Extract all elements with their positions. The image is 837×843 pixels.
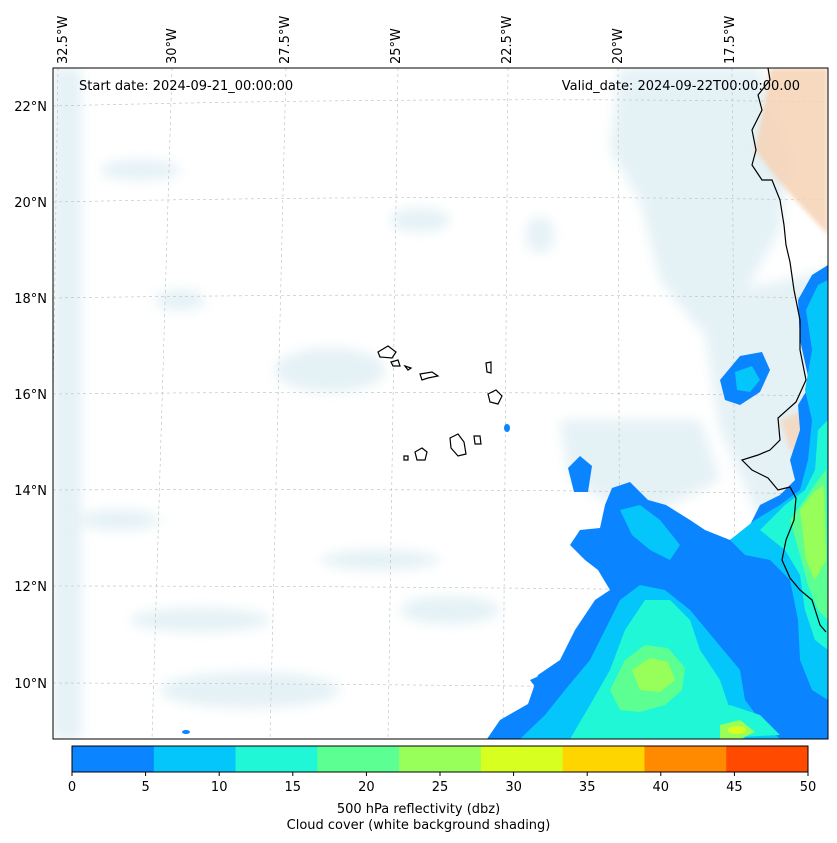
colorbar-segment: [317, 746, 400, 772]
reflectivity-band: [735, 366, 760, 392]
colorbar-segment: [644, 746, 727, 772]
lon-label: 17.5°W: [723, 16, 738, 64]
colorbar-segment: [399, 746, 482, 772]
colorbar-sublabel: Cloud cover (white background shading): [286, 818, 551, 833]
lat-label: 12°N: [14, 580, 47, 595]
lat-label: 14°N: [14, 484, 47, 499]
reflectivity-band: [632, 658, 675, 692]
reflectivity-band: [800, 485, 826, 580]
colorbar-tick-label: 10: [211, 780, 228, 795]
island-santiago: [449, 433, 467, 457]
island-santo-antao: [377, 345, 397, 359]
island-sao-vicente: [390, 359, 401, 367]
lon-label: 27.5°W: [278, 16, 293, 64]
colorbar-tick-label: 20: [358, 780, 375, 795]
colorbar-tick-label: 15: [285, 780, 302, 795]
colorbar: 0 5 10 15 20 25 30 35 40 45 50: [68, 745, 817, 795]
reflectivity-band: [182, 730, 190, 734]
start-date-label: Start date: 2024-09-21_00:00:00: [79, 79, 293, 94]
colorbar-tick-label: 30: [505, 780, 522, 795]
lon-label: 30°W: [165, 28, 180, 64]
latitude-labels: 22°N 20°N 18°N 16°N 14°N 12°N 10°N: [14, 100, 47, 692]
reflectivity-band: [728, 726, 746, 734]
lat-label: 22°N: [14, 100, 47, 115]
island-fogo: [414, 447, 428, 461]
valid-date-label: Valid_date: 2024-09-22T00:00:00.00: [562, 79, 800, 94]
lat-label: 16°N: [14, 388, 47, 403]
colorbar-label: 500 hPa reflectivity (dbz): [336, 802, 501, 817]
colorbar-segment: [72, 746, 155, 772]
colorbar-segment: [235, 746, 318, 772]
lon-label: 32.5°W: [56, 16, 71, 64]
map-frame: [52, 67, 829, 740]
reflectivity-band: [620, 505, 680, 560]
reflectivity-band: [530, 672, 560, 700]
colorbar-tick-label: 35: [579, 780, 596, 795]
colorbar-tick-label: 0: [68, 780, 76, 795]
colorbar-tick-label: 5: [141, 780, 149, 795]
coastline: [377, 68, 827, 633]
colorbar-tick-label: 25: [432, 780, 449, 795]
africa-coastline: [740, 68, 827, 633]
lat-label: 10°N: [14, 677, 47, 692]
longitude-labels: 32.5°W 30°W 27.5°W 25°W 22.5°W 20°W 17.5…: [56, 16, 738, 64]
colorbar-segment: [153, 746, 237, 772]
colorbar-segment: [480, 746, 564, 772]
reflectivity-field: [182, 265, 828, 739]
reflectivity-band: [504, 424, 510, 432]
reflectivity-band: [568, 456, 592, 492]
island-sao-nicolau: [403, 364, 440, 381]
colorbar-tick-label: 40: [653, 780, 670, 795]
lat-label: 20°N: [14, 196, 47, 211]
island-brava: [403, 455, 409, 461]
island-boa-vista: [487, 389, 503, 405]
colorbar-tick-label: 50: [800, 780, 817, 795]
colorbar-segment: [562, 746, 645, 772]
lon-label: 25°W: [389, 28, 404, 64]
island-sal: [485, 361, 492, 374]
colorbar-segment: [726, 746, 809, 772]
colorbar-tick-label: 45: [726, 780, 743, 795]
island-maio: [473, 435, 482, 445]
reflectivity-band: [487, 265, 828, 739]
lon-label: 20°W: [611, 28, 626, 64]
lon-label: 22.5°W: [500, 16, 515, 64]
map-area: Start date: 2024-09-21_00:00:00 Valid_da…: [53, 68, 828, 739]
lat-label: 18°N: [14, 292, 47, 307]
